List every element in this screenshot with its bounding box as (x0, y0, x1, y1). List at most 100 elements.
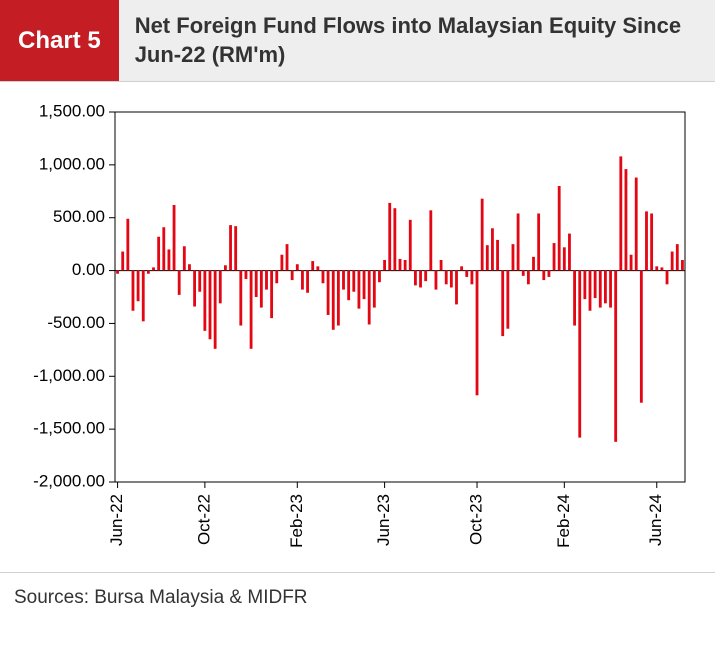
bar (152, 268, 155, 271)
bar (132, 271, 135, 311)
svg-text:Oct-23: Oct-23 (467, 494, 486, 545)
bar (399, 259, 402, 271)
bar (337, 271, 340, 326)
bar (126, 219, 129, 271)
chart-sources: Sources: Bursa Malaysia & MIDFR (0, 572, 715, 609)
bar (363, 271, 366, 300)
bar (234, 226, 237, 270)
bar (563, 248, 566, 271)
bar (558, 186, 561, 271)
bar (358, 271, 361, 309)
bar (491, 228, 494, 270)
chart-container: Chart 5 Net Foreign Fund Flows into Mala… (0, 0, 715, 609)
bar (522, 271, 525, 276)
bar (614, 271, 617, 442)
bar (496, 240, 499, 271)
bar (409, 220, 412, 271)
bar (352, 271, 355, 292)
bar (183, 246, 186, 270)
chart-header: Chart 5 Net Foreign Fund Flows into Mala… (0, 0, 715, 82)
bar (137, 271, 140, 302)
bar (635, 178, 638, 271)
bar (604, 271, 607, 304)
bar (435, 271, 438, 290)
bar (476, 271, 479, 396)
bar (147, 271, 150, 274)
bar (650, 214, 653, 271)
bar (512, 244, 515, 270)
svg-text:-500.00: -500.00 (47, 313, 105, 332)
bar (193, 271, 196, 307)
bar-chart-svg: 1,500.001,000.00500.000.00-500.00-1,000.… (10, 102, 705, 562)
bar (460, 267, 463, 271)
bar (173, 205, 176, 271)
bar (142, 271, 145, 322)
svg-text:-1,500.00: -1,500.00 (33, 419, 105, 438)
chart-title: Net Foreign Fund Flows into Malaysian Eq… (119, 0, 715, 81)
bar (676, 244, 679, 270)
bar (286, 244, 289, 270)
bar (573, 271, 576, 326)
bar (296, 264, 299, 270)
bar (209, 271, 212, 340)
bar (265, 271, 268, 290)
svg-text:500.00: 500.00 (53, 207, 105, 226)
bar (116, 271, 119, 274)
bar (250, 271, 253, 349)
bar (645, 212, 648, 271)
bar (347, 271, 350, 301)
bar (578, 271, 581, 438)
bar (162, 227, 165, 270)
bar (393, 208, 396, 270)
bar (383, 260, 386, 271)
bar (609, 271, 612, 308)
bar (157, 237, 160, 271)
bar (625, 169, 628, 270)
bar (671, 252, 674, 271)
bar (342, 271, 345, 290)
bar (229, 225, 232, 270)
bar (589, 271, 592, 311)
chart-plot-area: 1,500.001,000.00500.000.00-500.00-1,000.… (0, 82, 715, 572)
bar (419, 271, 422, 288)
bar (424, 271, 427, 282)
bar (501, 271, 504, 337)
bar (280, 255, 283, 271)
bar (404, 260, 407, 271)
bar (537, 214, 540, 271)
bar (630, 255, 633, 271)
svg-text:1,000.00: 1,000.00 (39, 155, 105, 174)
bar (332, 271, 335, 330)
bar (239, 271, 242, 326)
bar (429, 211, 432, 271)
bar (316, 267, 319, 271)
bar (583, 271, 586, 300)
bar (275, 271, 278, 284)
bar (168, 250, 171, 271)
bar (322, 271, 325, 284)
bar (532, 257, 535, 271)
bar (481, 199, 484, 271)
bar (465, 271, 468, 277)
bar (301, 271, 304, 290)
svg-text:-2,000.00: -2,000.00 (33, 472, 105, 491)
bar (553, 243, 556, 270)
bar (388, 203, 391, 271)
bar (619, 157, 622, 271)
chart-number-badge: Chart 5 (0, 0, 119, 81)
svg-text:Feb-24: Feb-24 (554, 494, 573, 548)
bar (224, 265, 227, 270)
bar (548, 271, 551, 277)
bar (306, 271, 309, 293)
bar (470, 271, 473, 285)
svg-text:Jun-22: Jun-22 (107, 494, 126, 546)
bar (594, 271, 597, 298)
bar (255, 271, 258, 297)
bar (527, 271, 530, 285)
bar (445, 271, 448, 285)
bar (121, 252, 124, 271)
bar (599, 271, 602, 308)
bar (666, 271, 669, 285)
bar (486, 245, 489, 270)
bar (640, 271, 643, 403)
